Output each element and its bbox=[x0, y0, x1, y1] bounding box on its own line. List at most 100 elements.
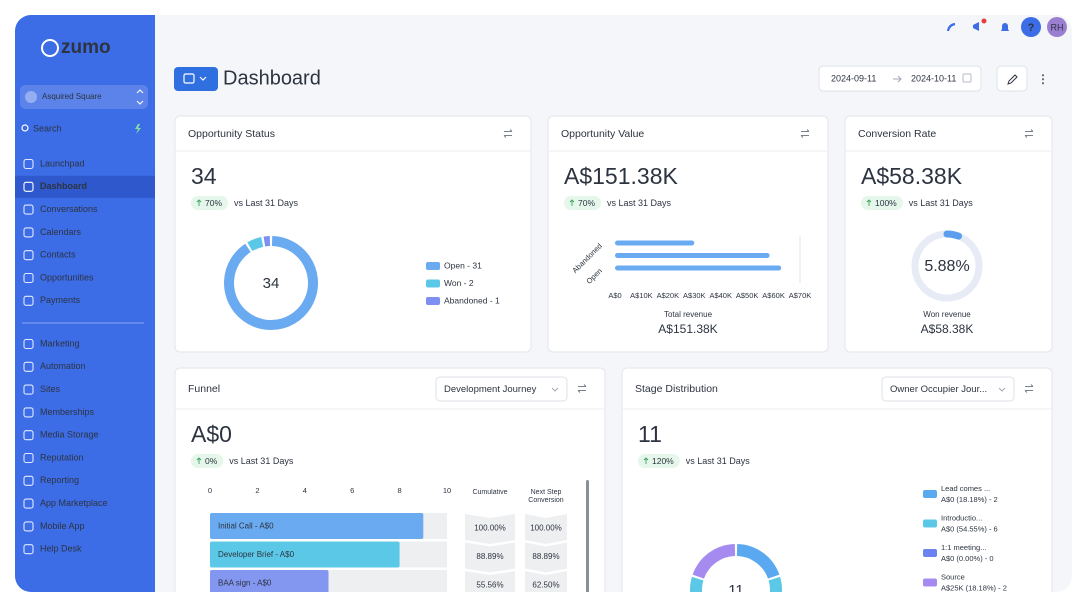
filter-icon[interactable] bbox=[503, 129, 513, 138]
up-arrow-icon bbox=[196, 199, 202, 206]
change-value: 70% bbox=[578, 198, 595, 208]
nav-item[interactable]: Calendars bbox=[40, 227, 82, 237]
x-tick-label: A$10K bbox=[630, 291, 653, 300]
table-cell bbox=[465, 514, 515, 544]
search-icon bbox=[21, 124, 29, 132]
nav-icon bbox=[23, 295, 34, 306]
legend-detail: A$25K (18.18%) - 2 bbox=[941, 583, 1007, 592]
date-from: 2024-09-11 bbox=[831, 73, 876, 83]
nav-item[interactable]: Opportunities bbox=[40, 272, 94, 282]
x-tick-label: 6 bbox=[350, 486, 354, 495]
gauge-value bbox=[943, 230, 963, 240]
legend-name: Source bbox=[941, 572, 965, 581]
change-value: 100% bbox=[875, 198, 897, 208]
nav-item[interactable]: Launchpad bbox=[40, 158, 85, 168]
notification-dot bbox=[981, 18, 987, 24]
table-header-text: Next Step Conversion bbox=[528, 489, 564, 504]
megaphone-icon[interactable] bbox=[973, 22, 979, 31]
x-tick-label: A$50K bbox=[736, 291, 759, 300]
phone-icon[interactable] bbox=[946, 22, 956, 32]
account-switcher[interactable] bbox=[20, 85, 148, 109]
metric-value: 34 bbox=[191, 163, 217, 189]
nav-icon bbox=[23, 250, 34, 261]
card-title: Opportunity Value bbox=[561, 128, 644, 140]
nav-icon bbox=[23, 475, 34, 486]
donut-center-label: 11 bbox=[728, 582, 744, 599]
nav-item[interactable]: Mobile App bbox=[40, 521, 85, 531]
funnel-chart: 0 2 4 6 8 10 Initial Call - A$0 Developer Brief… bbox=[208, 480, 589, 592]
caption-value: A$58.38K bbox=[921, 322, 974, 336]
nav-item[interactable]: App Marketplace bbox=[40, 498, 108, 508]
help-button[interactable] bbox=[1021, 17, 1041, 37]
change-value: 70% bbox=[205, 198, 222, 208]
table-cell-value: 88.89% bbox=[532, 552, 559, 561]
x-tick-label: A$0 bbox=[608, 291, 621, 300]
logo: zumo bbox=[61, 37, 111, 58]
change-value: 120% bbox=[652, 456, 674, 466]
x-tick-label: 8 bbox=[398, 486, 402, 495]
table-cell-value: 100.00% bbox=[474, 524, 506, 533]
nav-item[interactable]: Reputation bbox=[40, 452, 84, 462]
nav-icon bbox=[23, 361, 34, 372]
nav-icon bbox=[23, 384, 34, 395]
x-tick-label: A$20K bbox=[657, 291, 680, 300]
layout-chevron bbox=[199, 76, 207, 81]
page-title: Dashboard bbox=[223, 67, 321, 89]
table-cell bbox=[465, 571, 515, 592]
nav-icon bbox=[23, 227, 34, 238]
metric-value: A$0 bbox=[191, 421, 232, 447]
change-pill bbox=[861, 196, 903, 210]
x-tick-label: 0 bbox=[208, 486, 212, 495]
donut-segment bbox=[263, 236, 271, 247]
nav-item[interactable]: Help Desk bbox=[40, 544, 82, 554]
donut-segment bbox=[247, 237, 264, 252]
bell-icon[interactable] bbox=[1001, 23, 1009, 31]
legend-swatch bbox=[923, 519, 937, 528]
card-title: Conversion Rate bbox=[858, 128, 936, 140]
dropdown-value: Development Journey bbox=[444, 384, 537, 395]
nav-item[interactable]: Contacts bbox=[40, 250, 76, 260]
legend-swatch bbox=[426, 279, 440, 288]
comparison: vs Last 31 Days bbox=[234, 198, 299, 208]
nav-item[interactable]: Marketing bbox=[40, 338, 80, 348]
filter-icon[interactable] bbox=[1024, 129, 1034, 138]
nav-item[interactable]: Reporting bbox=[40, 475, 79, 485]
sidebar bbox=[15, 15, 155, 592]
search[interactable]: Search bbox=[33, 123, 62, 133]
x-tick-label: A$70K bbox=[789, 291, 812, 300]
filter-icon[interactable] bbox=[577, 384, 587, 393]
metric-value: A$151.38K bbox=[564, 163, 678, 189]
dropdown[interactable] bbox=[435, 376, 568, 402]
card-title: Funnel bbox=[188, 383, 220, 395]
legend-swatch bbox=[923, 578, 937, 587]
legend-label: Abandoned - 1 bbox=[444, 295, 500, 305]
change-pill bbox=[564, 196, 602, 210]
dropdown[interactable] bbox=[881, 376, 1015, 402]
donut-segment bbox=[692, 544, 736, 579]
filter-icon[interactable] bbox=[800, 129, 810, 138]
avatar[interactable] bbox=[1047, 17, 1067, 37]
legend-swatch bbox=[426, 297, 440, 305]
donut-center-label: 34 bbox=[263, 275, 280, 292]
nav-item[interactable]: Conversations bbox=[40, 204, 98, 214]
nav-item[interactable]: Memberships bbox=[40, 407, 95, 417]
nav-item[interactable]: Sites bbox=[40, 384, 61, 394]
nav-item[interactable]: Dashboard bbox=[40, 181, 87, 191]
legend-detail: A$0 (18.18%) - 2 bbox=[941, 495, 998, 504]
layout-button[interactable] bbox=[174, 67, 218, 91]
comparison: vs Last 31 Days bbox=[229, 456, 294, 466]
filter-icon[interactable] bbox=[1024, 384, 1034, 393]
nav-item[interactable]: Media Storage bbox=[40, 430, 99, 440]
bar-label: Developer Brief - A$0 bbox=[218, 550, 295, 559]
nav-icon bbox=[23, 430, 34, 441]
table-cell bbox=[525, 571, 567, 592]
nav-item[interactable]: Payments bbox=[40, 295, 81, 305]
x-tick-label: 10 bbox=[443, 486, 451, 495]
legend-swatch bbox=[426, 262, 440, 270]
legend-name: Introductio... bbox=[941, 513, 982, 522]
change-value: 0% bbox=[205, 456, 218, 466]
nav-icon bbox=[23, 544, 34, 555]
table-cell bbox=[465, 542, 515, 573]
nav-item[interactable]: Automation bbox=[40, 361, 86, 371]
